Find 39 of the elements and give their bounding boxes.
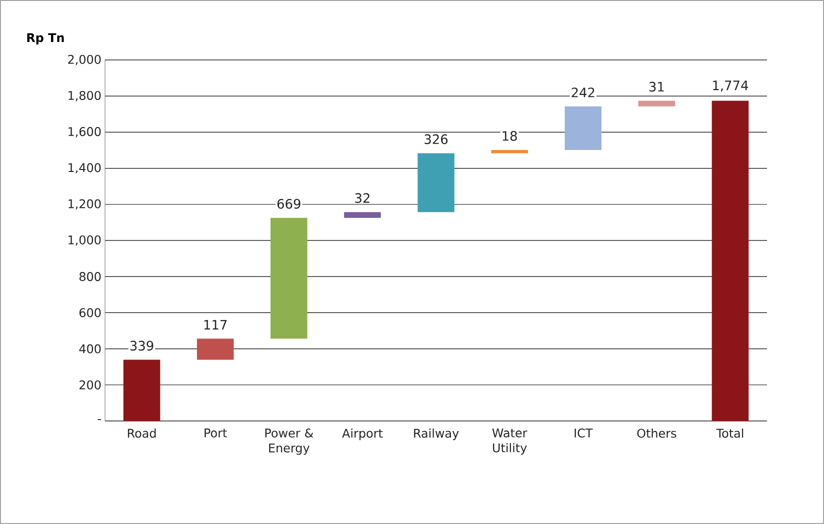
bar [418,153,454,212]
y-tick-label: - [98,419,101,420]
y-tick-label: 1,600 [68,127,101,138]
bar [196,338,234,360]
y-axis-title: Rp Tn [27,33,64,44]
x-tick-label: Road [128,428,156,438]
y-tick-label: 400 [79,344,101,354]
y-tick-label: 200 [80,380,101,390]
x-tick-label: Water Utility [492,428,528,455]
data-label: 18 [502,131,517,141]
x-tick-label: Others [637,428,676,438]
x-tick-label: Total [716,428,744,438]
y-tick-label: 1,200 [68,199,101,210]
bar [712,100,749,421]
data-label: 669 [277,198,300,209]
data-label: 339 [130,340,154,351]
y-tick-label: 800 [79,272,101,282]
bar [344,212,381,218]
data-label: 32 [355,193,370,203]
data-label: 1,774 [713,80,748,92]
bar [270,218,308,339]
data-label: 31 [649,82,664,92]
bar [491,150,528,154]
x-tick-label: Airport [342,428,383,440]
x-tick-label: Railway [414,428,459,440]
y-tick-label: 1,000 [68,235,101,246]
bar [564,106,602,150]
y-tick-label: 2,000 [68,54,101,66]
data-label: 117 [204,320,227,330]
y-tick-label: 600 [80,308,101,318]
y-tick-label: 1,400 [68,163,101,174]
bar [638,100,676,106]
data-label: 326 [424,134,448,144]
x-tick-label: Power & Energy [265,428,314,455]
y-tick-label: 1,800 [68,90,101,102]
x-tick-label: Port [204,428,227,438]
data-label: 242 [572,88,594,98]
bar [123,360,160,421]
x-tick-label: ICT [574,428,593,438]
